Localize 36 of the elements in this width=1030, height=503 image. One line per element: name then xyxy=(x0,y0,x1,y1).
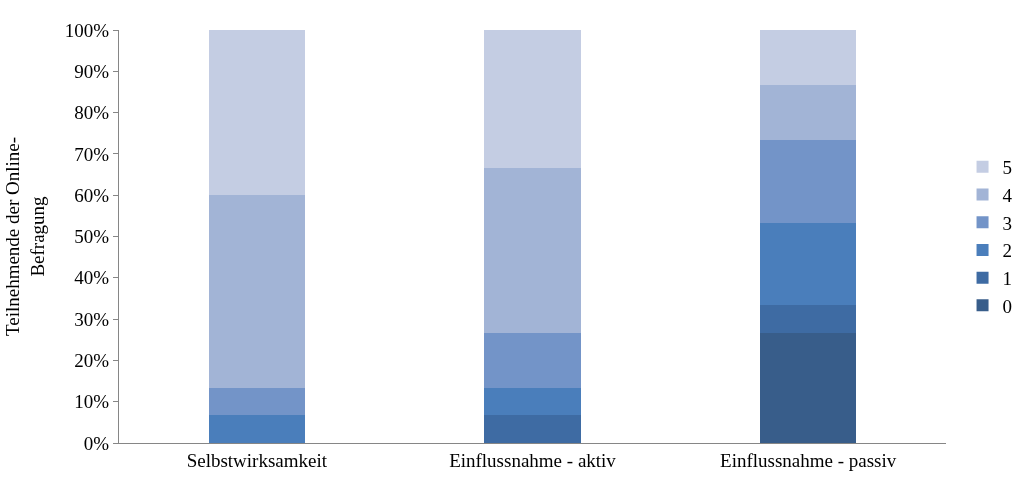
bar xyxy=(759,332,857,443)
y-tick-label: 100% xyxy=(64,19,110,41)
bar xyxy=(759,222,857,306)
y-tick-label: 90% xyxy=(74,60,110,82)
y-tick-label: 0% xyxy=(83,432,110,454)
bar xyxy=(208,415,306,443)
y-tick-label: 70% xyxy=(74,143,110,165)
legend-label: 0 xyxy=(1002,295,1013,317)
bar xyxy=(484,30,581,168)
y-tick-label: 50% xyxy=(74,226,110,248)
legend-label: 5 xyxy=(1002,157,1013,179)
y-tick-label: 60% xyxy=(74,184,110,206)
x-tick-label: Einflussnahme - passiv xyxy=(720,449,897,471)
x-tick-label: Selbstwirksamkeit xyxy=(186,449,328,471)
y-tick-label: 30% xyxy=(74,308,110,330)
legend-label: 4 xyxy=(1002,184,1013,206)
bar xyxy=(208,30,306,196)
bar xyxy=(484,415,581,443)
y-tick-label: 40% xyxy=(74,267,110,289)
x-tick-label: Einflussnahme - aktiv xyxy=(449,449,617,471)
bar xyxy=(759,30,857,85)
bar xyxy=(759,84,857,141)
y-axis-title: Teilnehmende der Online- Befragung xyxy=(2,136,48,337)
legend-label: 1 xyxy=(1002,268,1013,290)
bar xyxy=(208,195,306,389)
legend-label: 2 xyxy=(1002,240,1013,262)
y-tick-label: 20% xyxy=(74,350,110,372)
bar xyxy=(759,140,857,223)
bar xyxy=(759,305,857,333)
bar xyxy=(484,388,581,416)
y-tick-label: 80% xyxy=(74,102,110,124)
y-tick-label: 10% xyxy=(74,391,110,413)
bar xyxy=(208,388,306,416)
legend-label: 3 xyxy=(1002,212,1013,234)
bar xyxy=(484,333,581,389)
bar xyxy=(484,167,581,334)
